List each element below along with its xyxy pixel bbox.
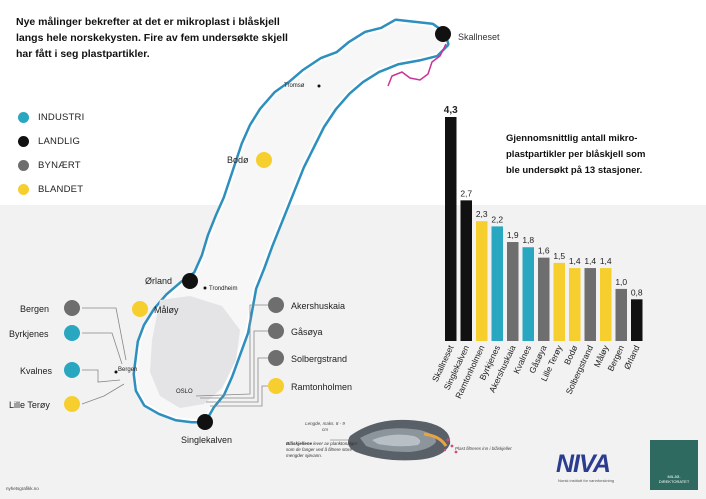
bar-value-label-2: 2,7	[460, 188, 472, 198]
miljodirektoratet-text: MILJØ-DIREKTORATET	[658, 474, 690, 484]
akershuskaia-label: Akershuskaia	[291, 301, 345, 311]
orland-label: Ørland	[145, 276, 172, 286]
station-byrkjenes	[64, 325, 80, 341]
niva-logo: NIVA	[556, 450, 611, 478]
ramtonholmen-label: Ramtonholmen	[291, 382, 352, 392]
legend-label-landlig: LANDLIG	[38, 135, 81, 147]
bar-4	[491, 226, 503, 341]
lille-teroy-label: Lille Terøy	[9, 400, 50, 410]
bar-value-label-11: 1,4	[600, 256, 612, 266]
legend-dot-blandet	[18, 183, 29, 195]
singlekalven-label: Singlekalven	[181, 435, 232, 445]
bar-12	[615, 288, 627, 341]
miljodirektoratet-logo	[650, 440, 698, 490]
mussel-length-note: Lengde, maks. 8 - 9 cm	[305, 421, 345, 432]
legend: INDUSTRI LANDLIG BYNÆRT BLANDET	[18, 105, 84, 201]
bar-8	[553, 262, 565, 341]
niva-subtitle: Norsk institutt for vannforskning	[558, 478, 615, 483]
mussel-note-lead: Blåskjellene	[286, 441, 313, 446]
station-kvalnes	[64, 362, 80, 378]
station-skallneset	[435, 26, 451, 42]
mussel-note: Blåskjellene lever av planktonalger som …	[286, 441, 360, 459]
station-bodo	[256, 152, 272, 168]
station-ramtonholmen	[268, 378, 284, 394]
bar-7	[538, 257, 550, 341]
bar-value-label-6: 1,8	[522, 235, 534, 245]
bodo-label: Bodø	[227, 155, 249, 165]
legend-label-blandet: BLANDET	[38, 183, 84, 195]
station-gasoya	[268, 323, 284, 339]
chart-title-line-3: ble undersøkt på 13 stasjoner.	[506, 165, 643, 176]
solbergstrand-label: Solbergstrand	[291, 354, 347, 364]
station-akershuskaia	[268, 297, 284, 313]
bergen-label: Bergen	[20, 304, 49, 314]
station-maloy	[132, 301, 148, 317]
mussel-filter-note: Plast filtreres inn i blåskjellet	[455, 446, 512, 451]
bar-11	[600, 268, 612, 341]
bar-value-label-4: 2,2	[491, 214, 503, 224]
bar-value-label-9: 1,4	[569, 256, 581, 266]
legend-item-landlig: LANDLIG	[18, 129, 84, 153]
chart-title-line-1: Gjennomsnittlig antall mikro-	[506, 133, 638, 144]
tromso-dot	[317, 84, 321, 88]
bar-value-label-13: 0,8	[631, 287, 643, 297]
station-lille-teroy	[64, 396, 80, 412]
headline: Nye målinger bekrefter at det er mikropl…	[16, 16, 288, 60]
bar-1	[445, 117, 457, 341]
bar-value-label-8: 1,5	[553, 251, 565, 261]
credit: nyhetsgrafikk.no	[6, 486, 39, 491]
station-bergen	[64, 300, 80, 316]
legend-dot-industri	[18, 111, 29, 123]
legend-item-industri: INDUSTRI	[18, 105, 84, 129]
mussel-illustration	[330, 419, 458, 461]
legend-dot-bynaert	[18, 159, 29, 171]
gasoya-label: Gåsøya	[291, 327, 323, 337]
bar-2	[460, 200, 472, 341]
skallneset-label: Skallneset	[458, 32, 500, 42]
legend-label-industri: INDUSTRI	[38, 111, 85, 123]
bar-value-label-10: 1,4	[584, 256, 596, 266]
legend-item-blandet: BLANDET	[18, 177, 84, 201]
trondheim-label: Trondheim	[209, 286, 237, 292]
station-solbergstrand	[268, 350, 284, 366]
bar-10	[584, 268, 596, 341]
bar-value-label-5: 1,9	[507, 230, 519, 240]
border-line	[387, 43, 447, 87]
maloy-label: Måløy	[154, 305, 179, 315]
chart-title: Gjennomsnittlig antall mikro- plastparti…	[506, 131, 706, 179]
bar-6	[522, 247, 534, 341]
bar-9	[569, 268, 581, 341]
byrkjenes-label: Byrkjenes	[9, 329, 49, 339]
leader-lines	[81, 304, 268, 407]
bar-value-label-7: 1,6	[538, 246, 550, 256]
bar-value-label-3: 2,3	[476, 209, 488, 219]
station-orland	[182, 273, 198, 289]
chart-title-line-2: plastpartikler per blåskjell som	[506, 149, 646, 160]
oslo-label: OSLO	[176, 389, 193, 395]
mussel-note-text: lever av planktonalger som de fanger ved…	[286, 441, 358, 458]
bergen-city-dot	[114, 370, 118, 374]
station-singlekalven	[197, 414, 213, 430]
terrain-shading	[150, 296, 240, 408]
legend-label-bynaert: BYNÆRT	[38, 159, 81, 171]
bar-value-label-12: 1,0	[615, 277, 627, 287]
bergen-city-label: Bergen	[118, 367, 137, 373]
legend-dot-landlig	[18, 135, 29, 147]
legend-item-bynaert: BYNÆRT	[18, 153, 84, 177]
bar-value-label-1: 4,3	[444, 105, 458, 116]
bar-3	[476, 221, 488, 341]
tromso-label: Tromsø	[284, 83, 305, 89]
bar-13	[631, 299, 643, 341]
kvalnes-label: Kvalnes	[20, 366, 53, 376]
bar-5	[507, 242, 519, 341]
trondheim-dot	[203, 286, 207, 290]
